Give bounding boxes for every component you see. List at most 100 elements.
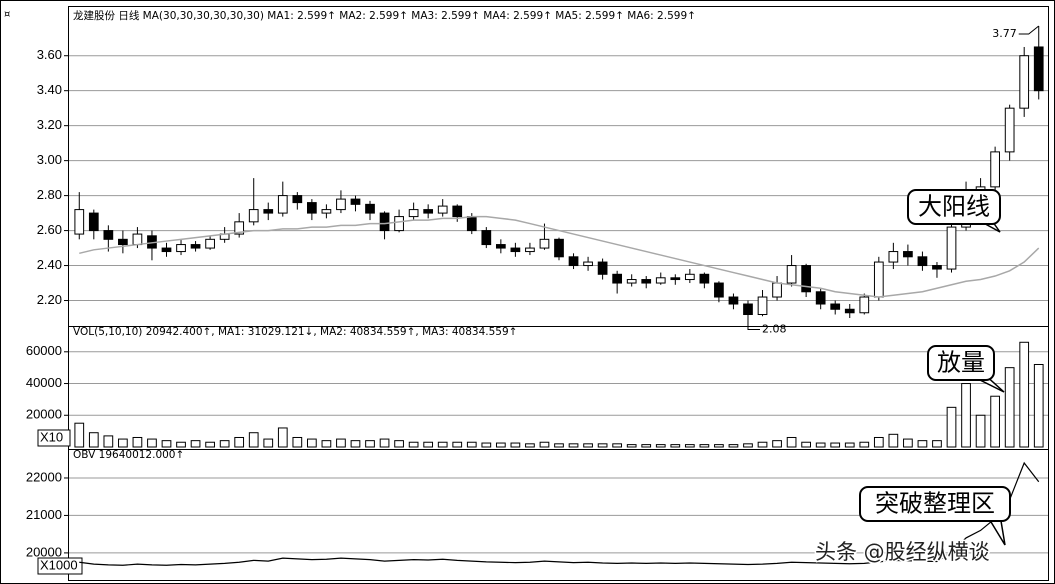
candle-body xyxy=(336,198,346,211)
candle-body xyxy=(684,273,695,281)
volume-bar xyxy=(961,383,971,448)
volume-bar xyxy=(307,438,317,448)
volume-bar xyxy=(248,432,259,448)
volume-bar xyxy=(946,406,957,448)
corner-icon: ¤ xyxy=(4,9,10,20)
candle-body xyxy=(990,151,1000,188)
y-tick-label: 20000 xyxy=(26,544,62,559)
volume-bar xyxy=(757,441,768,448)
callout-box xyxy=(907,189,1001,225)
volume-bar xyxy=(772,440,782,448)
volume-bar xyxy=(394,440,404,448)
candle-body xyxy=(103,230,114,240)
candle-body xyxy=(205,238,215,249)
volume-bar xyxy=(437,441,448,448)
volume-bar xyxy=(568,443,579,448)
plot-frame xyxy=(68,6,1049,581)
candle-body xyxy=(292,195,303,204)
callout-text: 大阳线 xyxy=(918,193,990,221)
volume-bar xyxy=(844,442,855,448)
volume-bar xyxy=(103,435,114,448)
volume-bar xyxy=(495,442,506,448)
volume-bar xyxy=(830,442,841,448)
candle-body xyxy=(423,209,434,214)
volume-bar xyxy=(670,444,681,448)
candle-body xyxy=(786,265,797,284)
volume-bar xyxy=(74,422,85,448)
candle-body xyxy=(321,209,332,214)
candle-body xyxy=(903,251,913,258)
volume-bar xyxy=(205,441,215,448)
candle-body xyxy=(510,247,521,253)
y-tick-label: 21000 xyxy=(26,507,62,522)
volume-bar xyxy=(350,440,361,448)
marker-line xyxy=(1018,25,1040,35)
volume-bar xyxy=(147,438,157,448)
volume-bar xyxy=(118,438,128,448)
candle-body xyxy=(307,202,317,214)
volume-bar xyxy=(990,395,1000,448)
volume-bar xyxy=(612,443,623,448)
volume-bar xyxy=(219,440,230,448)
volume-bar xyxy=(88,432,99,448)
panel-header: VOL(5,10,10) 20942.400↑, MA1: 31029.121↓… xyxy=(73,326,517,338)
volume-bar xyxy=(452,441,463,448)
volume-bar xyxy=(655,444,666,448)
volume-bar xyxy=(321,440,332,448)
volume-bar xyxy=(975,414,986,448)
volume-bar xyxy=(466,441,477,448)
candle-body xyxy=(190,244,201,249)
volume-bar xyxy=(1004,367,1015,448)
obv-line xyxy=(79,461,1040,566)
candle-body xyxy=(132,233,143,246)
volume-bar xyxy=(176,441,186,448)
volume-bar xyxy=(583,443,593,448)
volume-bar xyxy=(714,444,724,448)
volume-bar xyxy=(234,436,245,448)
candle-body xyxy=(626,279,637,284)
candle-body xyxy=(641,279,652,284)
candle-body xyxy=(583,261,593,267)
candle-body xyxy=(394,216,404,232)
candle-body xyxy=(815,291,826,305)
volume-bar xyxy=(539,441,550,448)
y-tick-label: 3.60 xyxy=(37,47,62,62)
candle-body xyxy=(946,226,957,270)
candle-body xyxy=(1033,46,1044,92)
candle-body xyxy=(466,216,477,232)
volume-bar xyxy=(699,444,710,448)
candle-body xyxy=(699,273,710,284)
volume-bar xyxy=(903,438,913,448)
low-marker: 2.08 xyxy=(762,323,787,336)
candle-body xyxy=(88,212,99,232)
y-tick-label: 3.00 xyxy=(37,152,62,167)
candle-body xyxy=(118,238,128,246)
candle-body xyxy=(1019,55,1030,109)
high-marker: 3.77 xyxy=(992,27,1017,40)
volume-bar xyxy=(365,440,375,448)
volume-bar xyxy=(597,443,608,448)
y-tick-label: 3.20 xyxy=(37,117,62,132)
panel-header: OBV 19640012.000↑ xyxy=(73,449,184,461)
candle-body xyxy=(437,205,448,214)
candle-body xyxy=(859,296,870,314)
volume-bar xyxy=(728,444,739,448)
volume-bar xyxy=(379,438,390,448)
y-tick-label: 2.40 xyxy=(37,257,62,272)
volume-bar xyxy=(423,441,434,448)
volume-bar xyxy=(161,440,172,448)
volume-bar xyxy=(525,443,535,448)
candle-body xyxy=(568,256,579,267)
volume-bar xyxy=(190,440,201,448)
unit-box xyxy=(37,429,71,447)
volume-bar xyxy=(1019,341,1030,448)
volume-bar xyxy=(932,440,942,448)
candle-body xyxy=(830,303,841,310)
volume-bar xyxy=(1033,363,1044,448)
candle-body xyxy=(495,244,506,249)
volume-bar xyxy=(408,441,419,448)
candle-body xyxy=(801,265,811,293)
callout-box xyxy=(859,486,1011,522)
volume-bar xyxy=(815,442,826,448)
